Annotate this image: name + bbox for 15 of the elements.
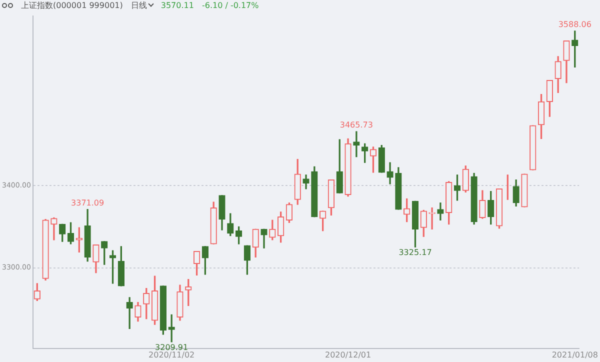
annotation: 3209.91 — [155, 342, 188, 352]
annotation: 3371.09 — [71, 198, 104, 208]
candlestick — [126, 297, 133, 329]
annotation: 3325.17 — [398, 248, 432, 258]
candlestick — [386, 162, 394, 184]
text: 3570.11 — [160, 0, 194, 10]
candlestick — [353, 131, 360, 158]
x-tick-label: 2020/12/01 — [324, 350, 372, 360]
annotation: 3588.06 — [558, 20, 592, 30]
x-tick-label: 2021/01/08 — [552, 350, 598, 360]
x-tick-label: 2020/11/02 — [148, 350, 195, 360]
chart-title: 上证指数(000001 999001) — [21, 0, 123, 10]
annotation: 3465.73 — [340, 120, 373, 130]
text: -6.10 / -0.17% — [202, 0, 259, 10]
chart-subtitle: 日线 — [130, 0, 147, 10]
